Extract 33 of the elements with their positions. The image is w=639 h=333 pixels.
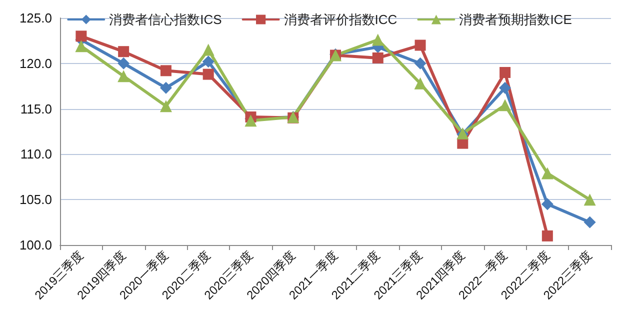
point (76, 30, 87, 42)
point (584, 194, 596, 206)
point (541, 198, 554, 210)
point (202, 68, 214, 80)
y-tick-label: 125.0 (19, 10, 52, 26)
point (75, 40, 88, 52)
point (160, 65, 172, 76)
point (584, 216, 596, 228)
y-tick-label: 105.0 (19, 192, 52, 208)
point (118, 70, 130, 82)
point (160, 82, 172, 94)
y-tick-label: 120.0 (19, 56, 52, 71)
point (414, 40, 426, 51)
point (414, 77, 426, 90)
y-tick-label: 100.0 (19, 238, 52, 252)
y-tick-label: 115.0 (20, 101, 52, 116)
point (500, 66, 511, 78)
point (542, 230, 553, 242)
point (372, 52, 384, 64)
point (499, 82, 512, 94)
legend-label: 消费者信心指数ICS (109, 12, 222, 27)
point (202, 44, 214, 56)
y-tick-label: 110.0 (20, 146, 52, 162)
point (372, 34, 384, 46)
point (541, 167, 554, 180)
legend-label: 消费者预期指数ICE (459, 12, 572, 27)
point (118, 46, 130, 58)
point (160, 100, 172, 112)
legend-label: 消费者评价指数ICC (284, 12, 398, 27)
point (499, 99, 512, 112)
point (118, 57, 130, 70)
point (414, 57, 426, 70)
point (202, 56, 214, 68)
